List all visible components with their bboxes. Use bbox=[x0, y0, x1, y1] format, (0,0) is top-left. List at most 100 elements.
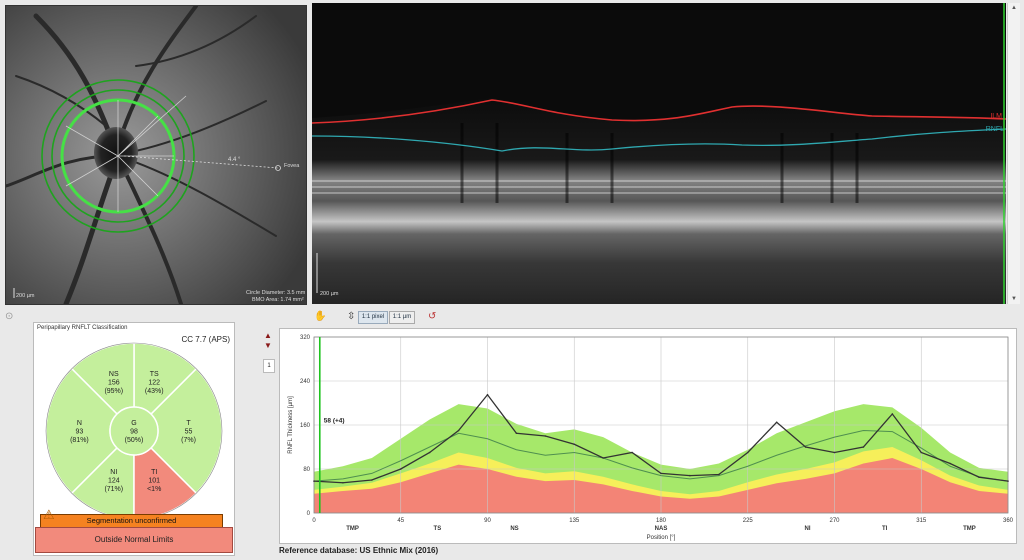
fundus-scale-label: 200 µm bbox=[16, 293, 35, 299]
sector-ts-text: (43%) bbox=[145, 388, 164, 395]
warning-icon: ⚠ bbox=[43, 507, 55, 522]
x-tick-label: 270 bbox=[829, 518, 840, 524]
y-axis-label: RNFL Thickness [µm] bbox=[288, 396, 294, 454]
measured-point bbox=[342, 481, 344, 484]
sector-t-text: 55 bbox=[185, 429, 193, 436]
page-down-icon[interactable]: ▼ bbox=[264, 341, 272, 350]
measured-point bbox=[746, 451, 749, 454]
sector-axis-label: TI bbox=[882, 526, 888, 532]
sector-ti-text: TI bbox=[151, 469, 157, 476]
oct-bscan[interactable]: ILM RNFL 200 µm bbox=[312, 3, 1006, 304]
measured-point bbox=[949, 462, 951, 465]
fovea-label: Fovea bbox=[284, 163, 300, 169]
sector-ni-text: NI bbox=[110, 469, 117, 476]
rnfl-thickness-chart: 0 45 90 135 180 225 270 315 360 0 80 160 240 320 58 (+… bbox=[279, 328, 1017, 544]
measured-point bbox=[486, 393, 489, 396]
sector-axis-label: TS bbox=[434, 526, 442, 532]
measured-point bbox=[689, 474, 691, 477]
sector-n-text: 93 bbox=[76, 429, 84, 436]
ilm-line bbox=[312, 99, 1006, 124]
sector-g-text: (50%) bbox=[125, 437, 144, 444]
y-tick-label: 80 bbox=[303, 467, 310, 473]
measured-point bbox=[631, 451, 633, 454]
segmentation-warning-bar: Segmentation unconfirmed bbox=[40, 514, 223, 528]
vertical-scale-icon[interactable]: ⇳ bbox=[347, 311, 356, 322]
sector-ns-text: NS bbox=[109, 371, 119, 378]
measured-point bbox=[660, 472, 662, 475]
ilm-label: ILM bbox=[990, 113, 1002, 120]
measured-point bbox=[804, 446, 807, 448]
x-tick-label: 0 bbox=[312, 518, 316, 524]
measured-point bbox=[602, 457, 604, 459]
sector-axis-label: TMP bbox=[963, 526, 976, 532]
measured-point bbox=[920, 451, 923, 454]
measured-point bbox=[573, 443, 576, 446]
x-tick-label: 90 bbox=[484, 518, 491, 524]
measured-point bbox=[399, 468, 402, 470]
sector-g bbox=[109, 406, 159, 456]
measured-point bbox=[833, 451, 836, 454]
page-up-icon[interactable]: ▲ bbox=[264, 331, 272, 340]
sector-t-text: T bbox=[186, 420, 191, 427]
y-tick-label: 240 bbox=[300, 379, 311, 385]
fundus-image[interactable]: 4.4 ° Fovea 200 µm Circle Diameter: 3.5 … bbox=[5, 5, 307, 305]
measured-point bbox=[544, 435, 547, 437]
measured-point bbox=[428, 451, 431, 454]
angle-label: 4.4 ° bbox=[228, 157, 241, 163]
hand-icon[interactable]: ✋ bbox=[314, 311, 327, 322]
scroll-up-icon[interactable]: ▲ bbox=[1011, 5, 1017, 11]
scroll-down-icon[interactable]: ▼ bbox=[1011, 296, 1017, 302]
rnfl-line bbox=[312, 128, 1006, 152]
x-axis-label: Position [°] bbox=[647, 535, 676, 541]
bmo-area: BMO Area: 1.74 mm² bbox=[252, 297, 304, 303]
sector-ni-text: (71%) bbox=[104, 486, 123, 493]
pixel-scale-button[interactable]: 1:1 pixel bbox=[358, 311, 388, 324]
sector-axis-label: NAS bbox=[655, 526, 668, 532]
x-tick-label: 45 bbox=[397, 518, 404, 524]
sector-ts-text: 122 bbox=[148, 380, 160, 387]
measured-point bbox=[862, 446, 865, 448]
reset-icon[interactable]: ↺ bbox=[428, 311, 437, 322]
measured-point bbox=[718, 473, 720, 476]
y-tick-label: 0 bbox=[307, 511, 311, 517]
sector-axis-label: TMP bbox=[346, 526, 359, 532]
x-tick-label: 315 bbox=[916, 518, 927, 524]
measured-point bbox=[457, 429, 460, 432]
measured-point bbox=[891, 413, 894, 415]
sector-lines bbox=[65, 95, 187, 212]
sector-t-text: (7%) bbox=[181, 437, 196, 444]
sector-ns-text: 156 bbox=[108, 380, 120, 387]
rnfl-label: RNFL bbox=[985, 126, 1004, 133]
settings-icon[interactable]: ⊙ bbox=[5, 311, 14, 322]
sector-axis-label: NI bbox=[805, 526, 811, 532]
sector-n-text: N bbox=[77, 420, 82, 427]
measured-point bbox=[978, 476, 980, 479]
sector-ns-text: (95%) bbox=[104, 388, 123, 395]
page-number[interactable]: 1 bbox=[263, 359, 275, 373]
sector-ti-text: <1% bbox=[147, 486, 161, 493]
classification-title: Peripapillary RNFLT Classification bbox=[37, 325, 128, 331]
cc-value: CC 7.7 (APS) bbox=[181, 335, 230, 344]
measured-point bbox=[313, 480, 315, 482]
y-tick-label: 160 bbox=[300, 423, 311, 429]
x-tick-label: 135 bbox=[569, 518, 580, 524]
y-tick-label: 320 bbox=[300, 335, 311, 341]
x-tick-label: 360 bbox=[1003, 518, 1014, 524]
sector-n-text: (81%) bbox=[70, 437, 89, 444]
sector-ts-text: TS bbox=[150, 371, 159, 378]
sector-g-text: 98 bbox=[130, 429, 138, 436]
circle-diameter: Circle Diameter: 3.5 mm bbox=[246, 290, 306, 296]
oct-scrollbar[interactable]: ▲ ▼ bbox=[1007, 3, 1020, 304]
reference-database: Reference database: US Ethnic Mix (2016) bbox=[279, 546, 439, 555]
measured-point bbox=[775, 421, 778, 424]
x-tick-label: 180 bbox=[656, 518, 667, 524]
fovea-marker bbox=[275, 165, 281, 171]
sector-axis-label: NS bbox=[510, 526, 518, 532]
measured-point bbox=[515, 432, 518, 435]
measured-point bbox=[371, 479, 373, 481]
sector-g-text: G bbox=[131, 420, 136, 427]
micron-scale-button[interactable]: 1:1 µm bbox=[389, 311, 415, 324]
measured-point bbox=[1007, 480, 1009, 482]
oct-scale-label: 200 µm bbox=[320, 291, 339, 297]
sector-ni-text: 124 bbox=[108, 477, 120, 484]
